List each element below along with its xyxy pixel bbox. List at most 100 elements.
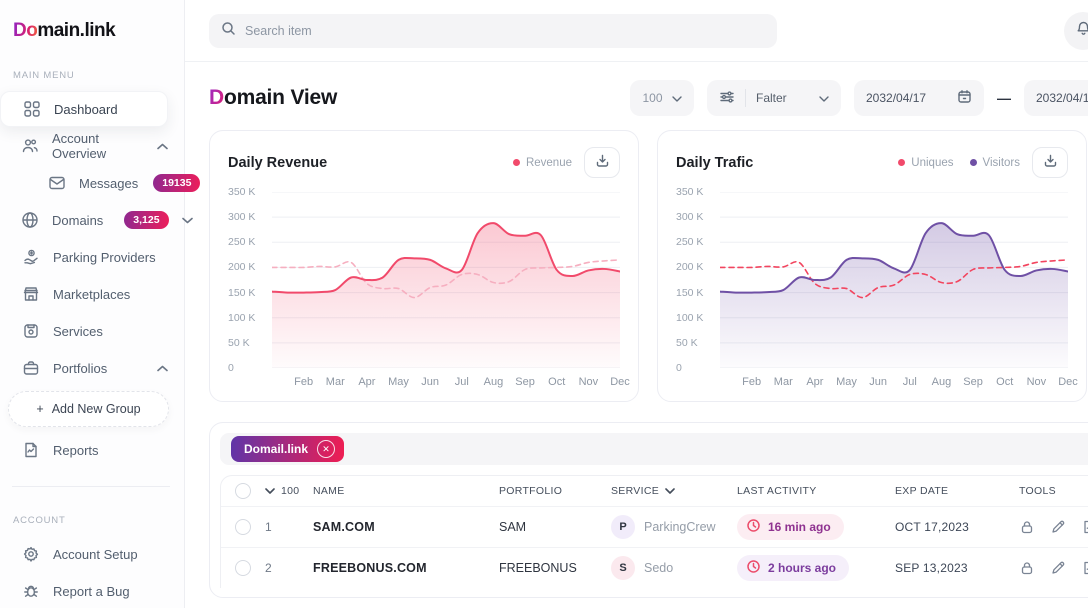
service-box-icon <box>21 322 40 341</box>
sidebar-item-marketplaces[interactable]: Marketplaces <box>0 276 184 312</box>
y-tick-label: 250 K <box>676 236 704 249</box>
service-cell: S Sedo <box>611 556 737 580</box>
messages-count-badge: 19135 <box>153 174 201 192</box>
service-initial-badge: P <box>611 515 635 539</box>
row-checkbox[interactable] <box>235 560 251 576</box>
filter-chip-label: Domail.link <box>244 442 309 456</box>
y-tick-label: 0 <box>228 362 234 374</box>
y-tick-label: 250 K <box>228 236 256 249</box>
daily-revenue-chart-card: Daily Revenue Revenue 350 K 300 K 250 K 200… <box>209 130 639 402</box>
lock-icon[interactable] <box>1019 519 1035 535</box>
chart-title: Daily Trafic <box>676 154 754 171</box>
lock-icon[interactable] <box>1019 560 1035 576</box>
column-tools: TOOLS <box>1019 485 1056 497</box>
bug-icon <box>21 582 40 601</box>
sidebar-item-account-overview[interactable]: Account Overview <box>0 128 184 164</box>
daily-trafic-chart-card: Daily Trafic Uniques Visitors 350 K 300 K 2… <box>657 130 1087 402</box>
add-new-group-button[interactable]: + Add New Group <box>8 391 169 427</box>
x-tick-label: May <box>388 376 409 388</box>
chevron-up-icon[interactable] <box>157 143 168 150</box>
page-header: Domain View 100 Falter 2032/04/17 <box>209 80 1088 116</box>
x-tick-label: Jul <box>454 376 469 388</box>
legend-item[interactable]: Visitors <box>969 156 1021 169</box>
sliders-icon <box>719 90 735 107</box>
sidebar-item-domains[interactable]: Domains 3,125 <box>0 202 193 238</box>
filter-chip-domail-link[interactable]: Domail.link ✕ <box>231 436 345 462</box>
y-axis-labels: 350 K 300 K 250 K 200 K 150 K 100 K 50 K 0 <box>228 186 272 374</box>
content: Domain View 100 Falter 2032/04/17 <box>185 62 1088 608</box>
x-tick-label: Aug <box>483 376 504 388</box>
x-tick-label: Mar <box>773 376 793 388</box>
chevron-down-icon[interactable] <box>665 485 675 497</box>
download-icon <box>1043 153 1058 173</box>
grid-icon <box>22 100 41 119</box>
sidebar-item-dashboard[interactable]: Dashboard <box>0 91 168 127</box>
chevron-down-icon[interactable] <box>265 485 275 497</box>
sidebar-item-reports[interactable]: Reports <box>0 432 184 468</box>
sidebar-item-label: Services <box>53 323 103 339</box>
legend-item[interactable]: Uniques <box>898 157 954 169</box>
date-range-separator: — <box>997 90 1011 106</box>
header-controls: 100 Falter 2032/04/17 — <box>630 80 1088 116</box>
calendar-icon <box>957 89 972 107</box>
search-bar[interactable] <box>209 13 777 48</box>
briefcase-icon <box>21 359 40 378</box>
sidebar-item-portfolios[interactable]: Portfolios <box>0 350 184 386</box>
portfolio-name: SAM <box>499 520 527 534</box>
sidebar-item-account-setup[interactable]: Account Setup <box>0 536 184 572</box>
account-label: ACCOUNT <box>13 515 66 526</box>
download-button[interactable] <box>1032 147 1068 178</box>
download-icon <box>595 153 610 173</box>
x-tick-label: Nov <box>578 376 599 388</box>
y-tick-label: 50 K <box>676 336 698 349</box>
column-exp-date: EXP DATE <box>895 485 949 497</box>
date-to-picker[interactable]: 2032/04/17 <box>1024 80 1088 116</box>
file-plus-icon[interactable] <box>1081 560 1088 576</box>
main-area: 2 Domain View <box>185 0 1088 608</box>
chevron-up-icon[interactable] <box>157 365 168 372</box>
service-cell: P ParkingCrew <box>611 515 737 539</box>
row-checkbox[interactable] <box>235 519 251 535</box>
users-icon <box>21 137 39 156</box>
bell-icon <box>1075 20 1088 42</box>
file-plus-icon[interactable] <box>1081 519 1088 535</box>
hand-coin-icon <box>21 248 40 267</box>
y-tick-label: 200 K <box>676 261 704 274</box>
chart-plot <box>719 191 1069 369</box>
legend-dot <box>512 159 520 166</box>
legend-label: Visitors <box>982 156 1021 169</box>
sidebar: Domain.link MAIN MENU Dashboard Account … <box>0 0 201 608</box>
select-all-checkbox[interactable] <box>235 483 251 499</box>
legend-item[interactable]: Revenue <box>512 157 572 169</box>
chevron-down-icon[interactable] <box>181 217 193 224</box>
logo-rest: main.link <box>37 20 116 41</box>
sidebar-item-services[interactable]: Services <box>0 313 184 349</box>
logo-accent: Do <box>13 20 38 41</box>
charts-row: Daily Revenue Revenue 350 K 300 K 250 K 200… <box>209 130 1088 402</box>
chart-canvas <box>271 191 621 369</box>
edit-icon[interactable] <box>1050 519 1066 535</box>
sidebar-item-report-a-bug[interactable]: Report a Bug <box>0 573 184 608</box>
column-service: SERVICE <box>611 485 660 497</box>
brand-logo[interactable]: Domain.link <box>0 14 184 42</box>
x-axis-labels: Feb Mar Apr May Jun Jul Aug Sep Oct Nov Dec <box>272 368 630 392</box>
search-input[interactable] <box>245 23 765 38</box>
notifications-button[interactable]: 2 <box>1064 11 1088 50</box>
close-icon[interactable]: ✕ <box>317 440 336 458</box>
x-tick-label: Aug <box>931 376 952 388</box>
y-tick-label: 200 K <box>228 261 256 274</box>
edit-icon[interactable] <box>1050 560 1066 576</box>
date-from-picker[interactable]: 2032/04/17 <box>854 80 984 116</box>
sidebar-item-messages[interactable]: Messages 19135 <box>0 165 201 201</box>
sidebar-item-parking-providers[interactable]: Parking Providers <box>0 239 184 275</box>
clock-icon <box>746 559 761 577</box>
x-tick-label: Mar <box>325 376 345 388</box>
x-tick-label: Feb <box>294 376 314 388</box>
chart-canvas <box>719 191 1069 369</box>
filter-dropdown[interactable]: Falter <box>707 80 841 116</box>
page-size-select[interactable]: 100 <box>630 80 694 116</box>
active-filters-bar: Domail.link ✕ <box>220 433 1088 465</box>
last-activity-pill: 16 min ago <box>737 514 844 540</box>
download-button[interactable] <box>584 147 620 178</box>
